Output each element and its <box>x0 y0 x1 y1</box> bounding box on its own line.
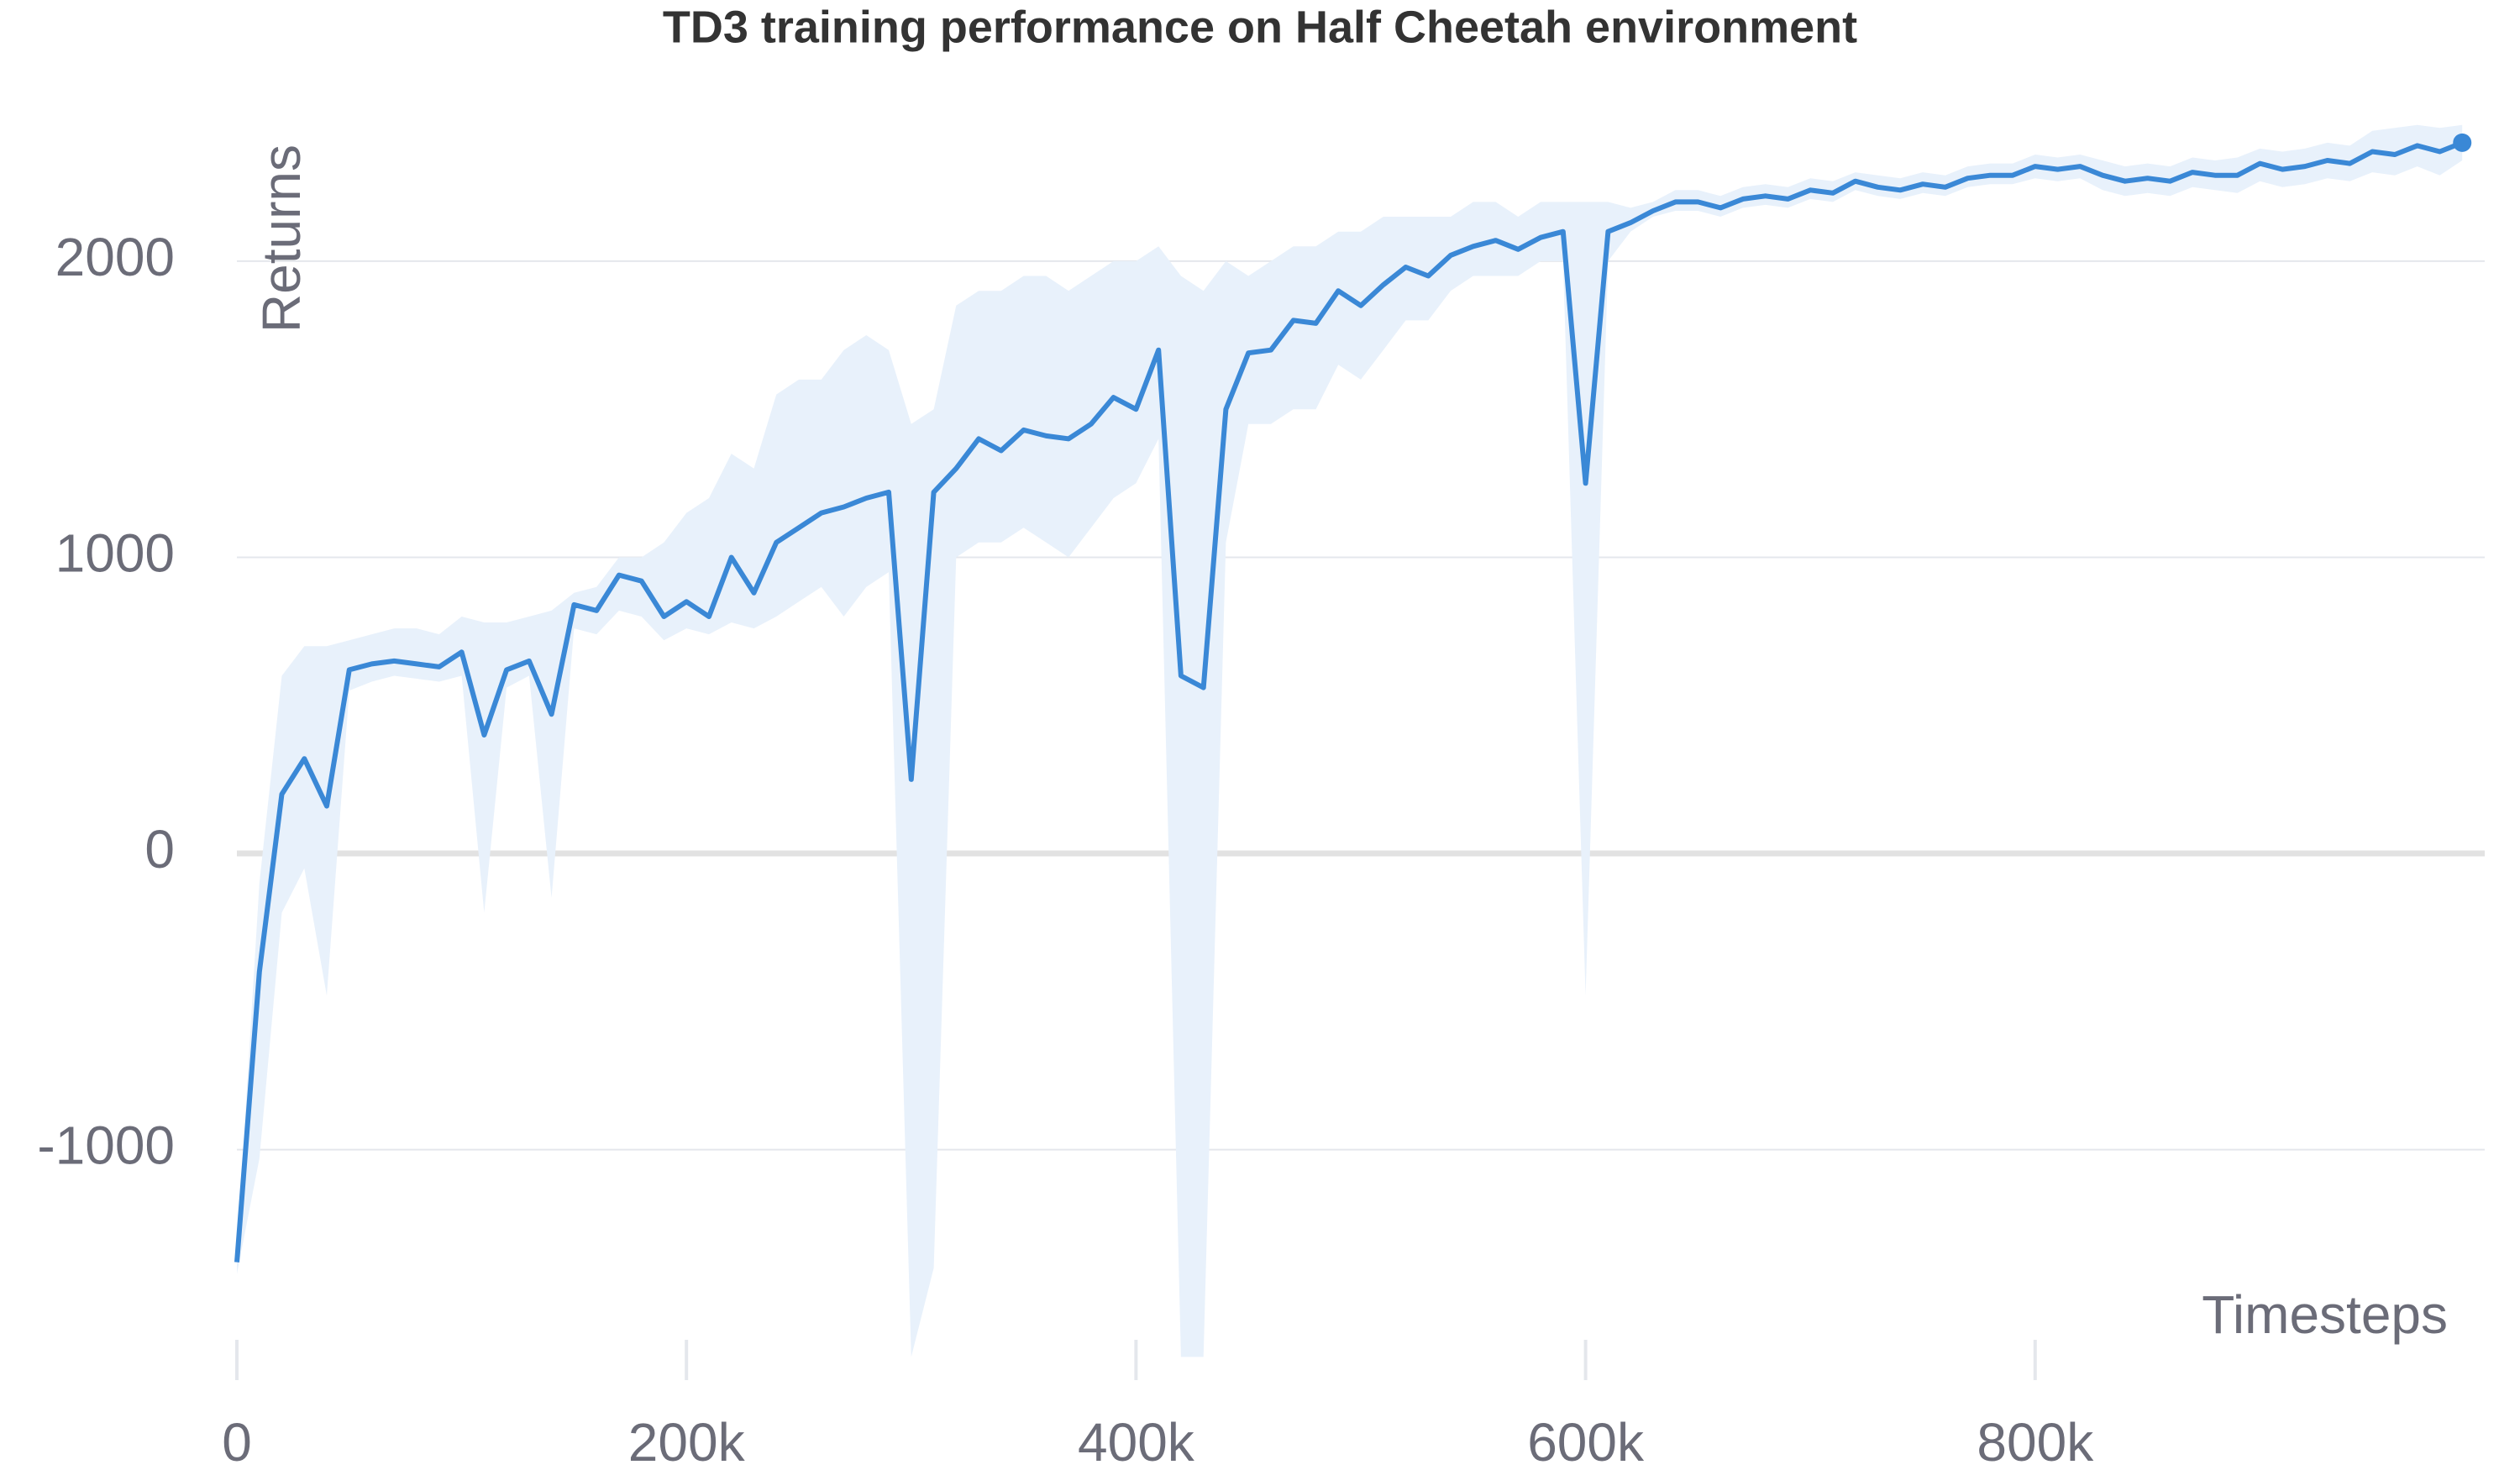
x-tick-label: 800k <box>1977 1412 2094 1470</box>
x-axis-label: Timesteps <box>2202 1284 2448 1345</box>
y-tick-label: -1000 <box>37 1115 175 1175</box>
chart-title: TD3 training performance on Half Cheetah… <box>663 2 1857 52</box>
confidence-band <box>237 124 2463 1357</box>
x-tick-label: 600k <box>1527 1412 1645 1470</box>
y-tick-label: 1000 <box>55 522 175 583</box>
y-axis-label: Returns <box>251 144 312 333</box>
y-tick-label: 2000 <box>55 227 175 287</box>
line <box>234 140 2464 1263</box>
x-tick-label: 400k <box>1078 1412 1195 1470</box>
end-marker <box>2453 133 2472 152</box>
x-tick-label: 200k <box>628 1412 746 1470</box>
y-tick-label: 0 <box>144 819 175 879</box>
x-tick-label: 0 <box>222 1412 252 1470</box>
